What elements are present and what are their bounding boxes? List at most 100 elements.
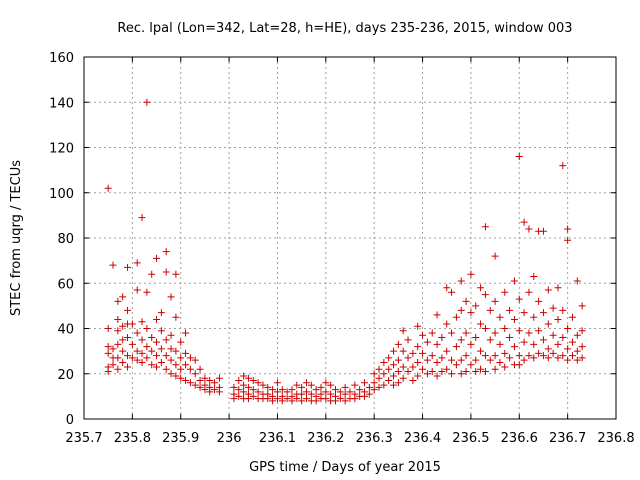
data-point <box>133 347 141 355</box>
data-point <box>283 388 291 396</box>
x-tick-label: 236.5 <box>452 431 489 446</box>
data-point <box>419 365 427 373</box>
data-point <box>462 352 470 360</box>
data-point <box>491 329 499 337</box>
data-point <box>559 334 567 342</box>
data-point <box>196 365 204 373</box>
data-point <box>496 358 504 366</box>
data-point <box>452 343 460 351</box>
x-axis-ticks: 235.7 235.8 235.9 236 236.1 236.2 236.3 236.4 23… <box>65 57 635 446</box>
data-point <box>124 334 132 342</box>
data-point <box>327 390 335 398</box>
data-point <box>510 277 518 285</box>
data-point <box>491 352 499 360</box>
data-point <box>162 336 170 344</box>
data-point <box>143 343 151 351</box>
y-tick-label: 120 <box>49 142 74 157</box>
data-point <box>167 345 175 353</box>
data-point <box>114 365 122 373</box>
data-point <box>448 356 456 364</box>
data-point <box>230 383 238 391</box>
data-point <box>380 358 388 366</box>
data-point <box>162 352 170 360</box>
data-point <box>104 184 112 192</box>
data-point <box>380 370 388 378</box>
data-point <box>157 309 165 317</box>
data-point <box>568 338 576 346</box>
data-point <box>182 349 190 357</box>
data-point <box>525 288 533 296</box>
x-tick-label: 236.2 <box>307 431 344 446</box>
data-point <box>486 306 494 314</box>
x-tick-label: 235.8 <box>114 431 151 446</box>
data-point <box>119 322 127 330</box>
data-point <box>177 354 185 362</box>
y-axis-ticks: 0 20 40 60 80 100 120 140 160 <box>49 51 616 428</box>
data-point <box>559 306 567 314</box>
data-point <box>481 325 489 332</box>
data-point <box>448 329 456 337</box>
data-point <box>167 370 175 378</box>
data-point <box>172 347 180 355</box>
data-point <box>477 284 485 292</box>
data-point <box>390 361 398 369</box>
grid-lines <box>84 57 616 419</box>
data-point <box>467 361 475 369</box>
data-point <box>249 377 257 385</box>
data-point <box>157 327 165 335</box>
data-point <box>365 390 373 398</box>
data-point <box>153 338 161 346</box>
data-point <box>148 334 156 342</box>
data-point <box>535 349 543 357</box>
data-point <box>104 325 112 332</box>
data-point <box>578 354 586 362</box>
data-point <box>177 365 185 373</box>
data-point <box>153 254 161 262</box>
data-point <box>472 334 480 342</box>
data-point <box>109 361 117 369</box>
data-point <box>477 347 485 355</box>
data-point <box>182 361 190 369</box>
data-point <box>322 388 330 396</box>
data-point <box>273 388 281 396</box>
data-point <box>515 153 523 161</box>
data-point <box>390 372 398 380</box>
data-point <box>544 286 552 294</box>
data-point <box>525 225 533 233</box>
data-point <box>109 261 117 269</box>
data-point <box>385 377 393 385</box>
data-point <box>336 395 344 403</box>
data-point <box>133 329 141 337</box>
data-point <box>104 349 112 357</box>
x-tick-label: 235.7 <box>65 431 102 446</box>
data-point <box>114 340 122 348</box>
data-point <box>535 327 543 335</box>
data-point <box>564 236 572 244</box>
data-point <box>452 313 460 321</box>
data-point <box>510 343 518 351</box>
data-point <box>157 345 165 353</box>
data-point <box>399 374 407 382</box>
data-point <box>138 318 146 326</box>
data-point <box>481 352 489 360</box>
data-point <box>148 270 156 278</box>
data-point <box>283 395 291 403</box>
data-point <box>520 218 528 226</box>
data-point <box>211 386 219 394</box>
data-point <box>491 252 499 260</box>
data-point <box>351 395 359 403</box>
data-point <box>559 162 567 170</box>
data-point <box>182 377 190 385</box>
data-point <box>143 354 151 362</box>
data-point <box>327 381 335 389</box>
data-point <box>457 356 465 364</box>
data-point <box>573 356 581 364</box>
y-tick-label: 160 <box>49 51 74 66</box>
data-point <box>298 397 306 405</box>
data-point <box>215 388 223 396</box>
data-point <box>394 367 402 375</box>
y-tick-label: 20 <box>57 368 74 383</box>
data-point <box>167 331 175 339</box>
data-point <box>433 311 441 319</box>
data-point <box>564 325 572 332</box>
